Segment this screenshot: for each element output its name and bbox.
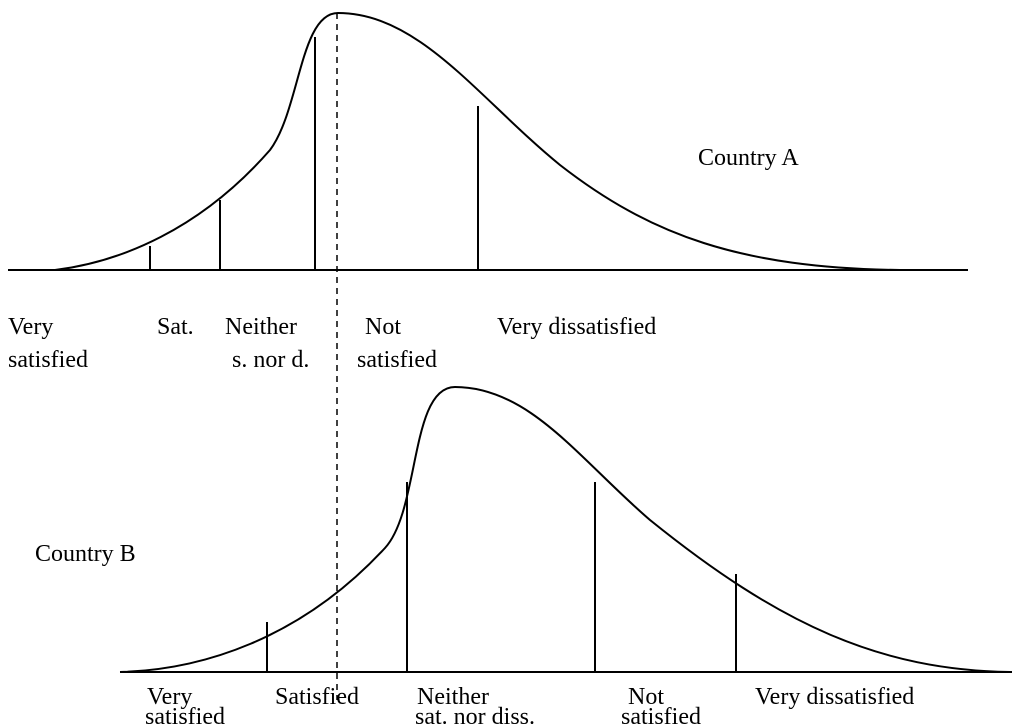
- category-label: Very: [8, 314, 53, 340]
- category-label: Not: [628, 684, 664, 710]
- curve-b: [119, 385, 1011, 673]
- category-label: Satisfied: [275, 684, 359, 710]
- category-label: Neither: [417, 684, 489, 710]
- category-label: satisfied: [8, 347, 88, 373]
- category-label: Neither: [225, 314, 297, 340]
- country-label: Country B: [35, 541, 136, 567]
- curve-a: [54, 11, 901, 271]
- category-label: Very: [147, 684, 192, 710]
- category-label: satisfied: [357, 347, 437, 373]
- category-label: Not: [365, 314, 401, 340]
- category-label: Sat.: [157, 314, 194, 340]
- category-label: Very dissatisfied: [755, 684, 914, 710]
- category-label: satisfied: [621, 704, 701, 725]
- category-label: sat. nor diss.: [415, 704, 535, 725]
- category-label: Very dissatisfied: [497, 314, 656, 340]
- country-label: Country A: [698, 145, 799, 171]
- category-label: satisfied: [145, 704, 225, 725]
- category-label: s. nor d.: [232, 347, 309, 373]
